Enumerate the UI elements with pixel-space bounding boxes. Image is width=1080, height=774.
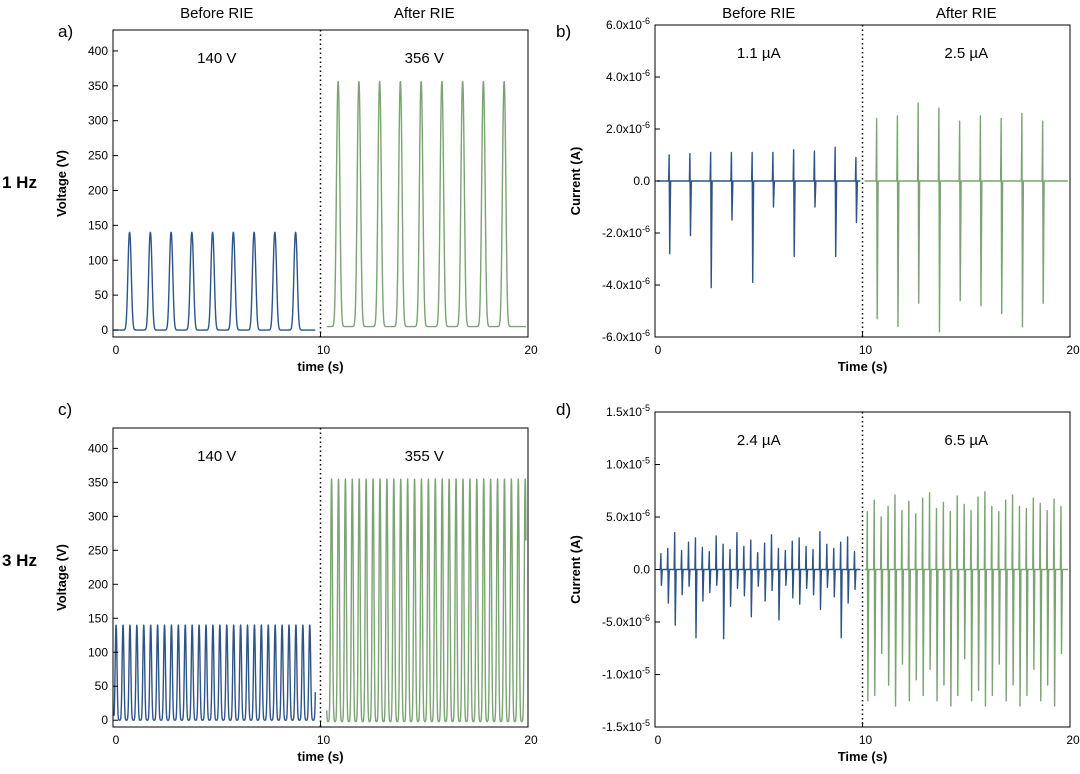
series-line-after: [326, 478, 527, 723]
panel-label: c): [58, 400, 72, 419]
x-axis-title: Time (s): [838, 359, 888, 374]
y-tick-label: 350: [88, 79, 108, 93]
series-line-after: [864, 491, 1068, 707]
y-tick-label: -4.0x10-6: [602, 276, 650, 292]
annotation-before: 2.4 µA: [737, 432, 781, 449]
y-tick-label: -1.5x10-5: [602, 718, 650, 734]
y-tick-label: 1.5x10-5: [606, 403, 650, 419]
x-tick-label: 20: [524, 343, 538, 357]
header-before: Before RIE: [180, 5, 253, 22]
series-line-before: [113, 624, 317, 721]
y-tick-label: -5.0x10-6: [602, 613, 650, 629]
header-after: After RIE: [936, 5, 997, 22]
y-tick-label: 150: [88, 611, 108, 625]
annotation-before: 1.1 µA: [737, 45, 781, 62]
series-line-before: [113, 231, 316, 331]
y-axis-title: Voltage (V): [54, 544, 69, 611]
y-tick-label: 300: [88, 114, 108, 128]
y-tick-label: 1.0x10-5: [606, 456, 650, 472]
x-tick-label: 0: [113, 733, 120, 747]
y-tick-label: 5.0x10-6: [606, 508, 650, 524]
y-tick-label: 6.0x10-6: [606, 16, 650, 32]
y-tick-label: -1.0x10-5: [602, 666, 650, 682]
y-tick-label: 2.0x10-6: [606, 120, 650, 136]
y-tick-label: -6.0x10-6: [602, 328, 650, 344]
header-after: After RIE: [394, 5, 455, 22]
y-tick-label: 0: [101, 323, 108, 337]
x-axis-title: Time (s): [838, 749, 888, 764]
series-line-before: [657, 146, 861, 289]
annotation-after: 355 V: [405, 448, 444, 465]
x-axis-title: time (s): [297, 749, 343, 764]
y-tick-label: 50: [95, 288, 109, 302]
panel-label: a): [58, 22, 73, 41]
y-tick-label: 200: [88, 577, 108, 591]
x-tick-label: 20: [524, 733, 538, 747]
panel-label: b): [556, 22, 571, 41]
x-axis-title: time (s): [297, 359, 343, 374]
y-tick-label: 0.0: [633, 563, 650, 577]
annotation-before: 140 V: [197, 50, 236, 67]
x-tick-label: 0: [655, 343, 662, 357]
y-axis-title: Current (A): [568, 535, 583, 604]
panel-1: b) Before RIE After RIE 1.1 µA 2.5 µA 0 10 20 6.…: [556, 5, 1080, 374]
y-tick-label: 350: [88, 475, 108, 489]
x-tick-label: 10: [859, 733, 873, 747]
y-tick-label: 0.0: [633, 174, 650, 188]
series-line-after: [864, 102, 1068, 333]
y-tick-label: 4.0x10-6: [606, 68, 650, 84]
y-tick-label: 400: [88, 44, 108, 58]
y-tick-label: 300: [88, 509, 108, 523]
y-tick-label: 400: [88, 441, 108, 455]
panel-2: c)140 V 355 V0 10 2005010015020025030035040…: [54, 400, 538, 764]
x-tick-label: 10: [317, 343, 331, 357]
y-tick-label: -2.0x10-6: [602, 224, 650, 240]
header-before: Before RIE: [722, 5, 795, 22]
y-tick-label: 100: [88, 253, 108, 267]
series-line-before: [659, 531, 861, 640]
y-tick-label: 250: [88, 543, 108, 557]
annotation-after: 6.5 µA: [944, 432, 988, 449]
panel-label: d): [556, 400, 571, 419]
y-axis-title: Current (A): [568, 147, 583, 216]
y-tick-label: 50: [95, 679, 109, 693]
x-tick-label: 10: [859, 343, 873, 357]
series-line-after: [326, 80, 527, 328]
x-tick-label: 20: [1066, 733, 1080, 747]
y-tick-label: 250: [88, 149, 108, 163]
x-tick-label: 20: [1066, 343, 1080, 357]
panel-3: d) 2.4 µA 6.5 µA 0 10 20 1.5x10-5 1.0x10-5 5.0x1…: [556, 400, 1080, 764]
y-tick-label: 0: [101, 713, 108, 727]
x-tick-label: 0: [113, 343, 120, 357]
y-axis-title: Voltage (V): [54, 150, 69, 217]
y-tick-label: 100: [88, 645, 108, 659]
annotation-after: 356 V: [405, 50, 444, 67]
row-label-1hz: 1 Hz: [2, 173, 37, 192]
annotation-after: 2.5 µA: [944, 45, 988, 62]
x-tick-label: 10: [317, 733, 331, 747]
x-tick-label: 0: [655, 733, 662, 747]
annotation-before: 140 V: [197, 448, 236, 465]
row-label-3hz: 3 Hz: [2, 551, 37, 570]
y-tick-label: 150: [88, 218, 108, 232]
y-tick-label: 200: [88, 183, 108, 197]
